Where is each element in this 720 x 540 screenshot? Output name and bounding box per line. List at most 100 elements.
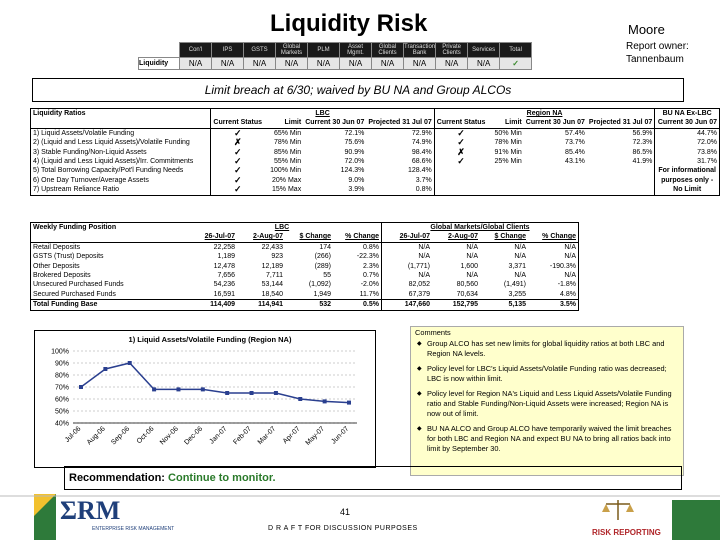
chart-x-tick-label: Jan-07 [209,425,229,445]
table-row: Other Deposits 12,478 12,189 (289) 2.3% … [31,261,579,272]
grid-col-6: Global Clients [371,42,404,58]
status-check-icon: ✓ [210,175,265,186]
chart-x-tick-label: Apr-07 [282,425,302,445]
funding-cell: N/A [564,253,576,261]
funding-cell: (1,771) [381,261,432,272]
ratio-limit: 20% Max [272,176,302,184]
ratio-current: 57.4% [565,129,585,137]
recommendation-text: Continue to monitor. [168,472,276,484]
liquidity-ratios-table: Liquidity Ratios LBC Region NA BU NA Ex-… [30,108,720,196]
ratio-limit: 78% Min [494,139,522,147]
table-row: 2) (Liquid and Less Liquid Assets)/Volat… [31,137,720,148]
funding-cell: 3.5% [560,301,576,309]
ratio-projected: 72.9% [411,129,432,137]
ratio-name: 6) One Day Turnover/Average Assets [33,176,149,184]
grid-cell: N/A [371,57,404,70]
funding-cell: 0.7% [363,272,379,280]
ratio-limit: 25% Min [494,158,522,166]
ratios-region-header: Region NA [433,108,655,119]
funding-cell: N/A [466,243,478,251]
funding-cell: 22,258 [213,243,235,251]
chart-point [273,391,278,395]
col-head: Current 30 Jun 07 [523,118,587,129]
comment-item: Group ALCO has set new limits for global… [417,339,679,359]
funding-cell: 16,591 [183,289,237,301]
comments-heading: Comments [415,328,451,337]
erm-logo-subtitle: ENTERPRISE RISK MANAGEMENT [92,526,175,532]
col-head: $ Change [285,232,333,243]
grid-col-8: Private Clients [435,42,469,58]
grid-cell: N/A [243,57,276,70]
ratio-projected: 72.3% [632,139,653,147]
chart-x-tick-label: Mar-07 [257,425,278,446]
funding-cell: (1,491) [503,281,526,289]
ratio-name: 5) Total Borrowing Capacity/Pot'l Fundin… [33,167,184,175]
status-cross-icon: ✗ [433,147,488,158]
funding-cell: 22,433 [261,243,283,251]
funding-cell: N/A [564,243,576,251]
chart-y-tick-label: 100% [51,349,69,356]
funding-name: Unsecured Purchased Funds [33,281,124,289]
funding-name: Brokered Deposits [33,272,91,280]
funding-cell: N/A [381,252,432,262]
ratio-current [524,176,587,185]
recommendation-label: Recommendation: [69,472,165,484]
grid-cell: N/A [275,57,308,70]
ratio-current: 124.3% [340,167,365,175]
ratio-current: 3.9% [348,186,365,194]
funding-cell: -22.3% [356,253,379,261]
grid-col-2: GSTS [243,42,276,58]
ratio-current [524,185,587,195]
ratio-current: 75.6% [344,139,365,147]
grid-col-0: Con'l [179,42,212,58]
ratio-bu-note: For informational [654,166,720,176]
ratio-projected: 74.9% [411,139,432,147]
table-row-total: Total Funding Base 114,409 114,941 532 0… [31,299,579,311]
funding-cell: -190.3% [549,262,576,270]
chart-x-tick-label: Jul-06 [64,425,83,444]
funding-cell: 152,795 [452,301,478,309]
limit-breach-note: Limit breach at 6/30; waived by BU NA an… [32,78,684,102]
grid-cell-total-check: ✓ [499,57,533,70]
ratio-bu: 31.7% [654,157,720,167]
ratio-limit: 55% Min [273,158,302,166]
funding-cell: 3,255 [480,289,528,301]
ratio-trend-chart: 1) Liquid Assets/Volatile Funding (Regio… [34,330,376,468]
funding-cell: 82,052 [381,280,432,290]
col-head: 26-Jul-07 [381,232,432,243]
funding-cell: 2.3% [363,262,379,270]
funding-name: Retail Deposits [33,243,81,251]
col-head: Current 30 Jun 07 [654,118,720,129]
ratio-limit [487,176,523,185]
funding-cell: 5,135 [508,301,526,309]
chart-series-line [80,362,350,404]
chart-x-tick-label: Oct-06 [136,425,156,445]
chart-y-tick-label: 60% [55,397,69,404]
ratio-projected: 56.9% [632,129,653,137]
status-check-icon: ✓ [433,128,488,139]
funding-cell: N/A [514,253,526,261]
ratio-projected [587,166,655,175]
erm-logo: ΣRM [60,496,121,525]
ratio-name: 2) (Liquid and Less Liquid Assets)/Volat… [33,139,190,147]
funding-cell: 0.8% [363,243,379,251]
scales-icon [602,500,634,520]
funding-lbc-header: LBC [274,224,290,231]
draft-notice: D R A F T FOR DISCUSSION PURPOSES [268,525,418,532]
chart-x-tick-label: Feb-07 [232,425,253,446]
ratio-projected [587,176,655,185]
col-head: Current Status [210,118,265,129]
funding-cell: 11.7% [333,289,382,301]
col-head: Projected 31 Jul 07 [586,118,655,129]
risk-reporting-logo: RISK REPORTING [592,528,661,537]
funding-cell: 55 [323,272,331,280]
col-head: % Change [528,232,579,243]
comment-item: BU NA ALCO and Group ALCO have temporari… [417,424,679,454]
ratio-current [524,166,587,175]
funding-cell: 1,600 [460,262,478,270]
funding-cell: 12,478 [213,262,235,270]
footer-decoration [0,494,720,540]
funding-cell: 80,560 [456,281,478,289]
ratio-bu: 73.8% [654,147,720,158]
chart-point [103,367,108,371]
